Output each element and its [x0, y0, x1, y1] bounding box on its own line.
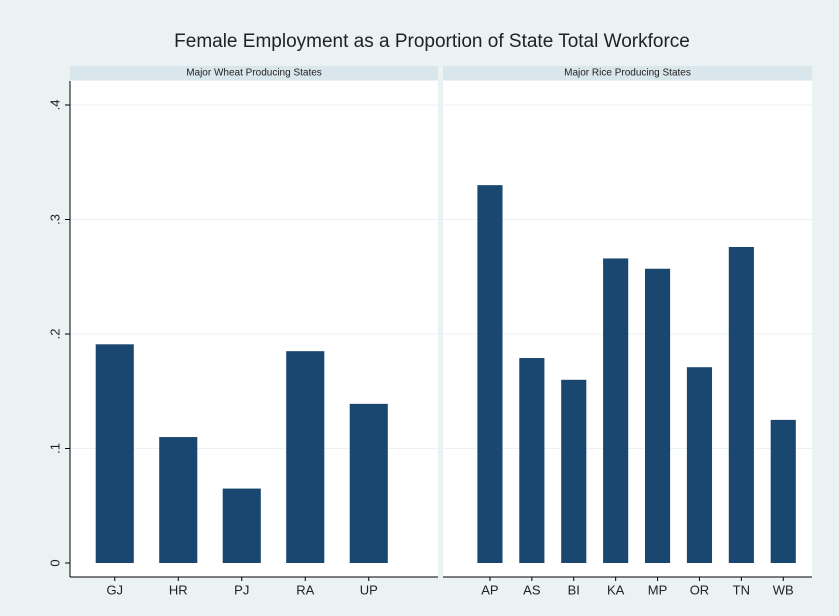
bar: [519, 358, 545, 563]
bar: [286, 351, 325, 563]
y-tick-label: .2: [47, 329, 62, 340]
x-tick-label: OR: [690, 582, 710, 597]
bar: [603, 258, 629, 563]
x-tick-label: GJ: [106, 582, 123, 597]
bar: [686, 367, 713, 563]
panel-header: [443, 66, 812, 80]
y-tick-label: 0: [47, 559, 62, 566]
bar: [770, 419, 796, 563]
y-tick-label: .4: [47, 100, 62, 111]
bar: [561, 379, 587, 563]
bar: [644, 268, 671, 563]
x-tick-label: UP: [360, 582, 378, 597]
x-tick-label: RA: [296, 582, 314, 597]
x-tick-label: AP: [481, 582, 498, 597]
panel-title: Major Rice Producing States: [564, 68, 691, 79]
panel-title: Major Wheat Producing States: [186, 68, 322, 79]
x-tick-label: PJ: [234, 582, 249, 597]
x-tick-label: AS: [523, 582, 541, 597]
x-tick-label: TN: [733, 582, 750, 597]
y-tick-label: .1: [47, 443, 62, 454]
bar: [95, 344, 134, 563]
y-tick-label: .3: [47, 214, 62, 225]
bar: [728, 246, 754, 564]
bar: [349, 403, 388, 563]
bar: [477, 185, 503, 563]
chart-title: Female Employment as a Proportion of Sta…: [174, 31, 690, 52]
x-tick-label: KA: [607, 582, 625, 597]
panel-header: [70, 66, 438, 80]
x-tick-label: MP: [648, 582, 668, 597]
x-tick-label: BI: [568, 582, 580, 597]
bar: [159, 437, 198, 563]
bar: [222, 488, 261, 563]
x-tick-label: HR: [169, 582, 188, 597]
x-tick-label: WB: [773, 582, 794, 597]
